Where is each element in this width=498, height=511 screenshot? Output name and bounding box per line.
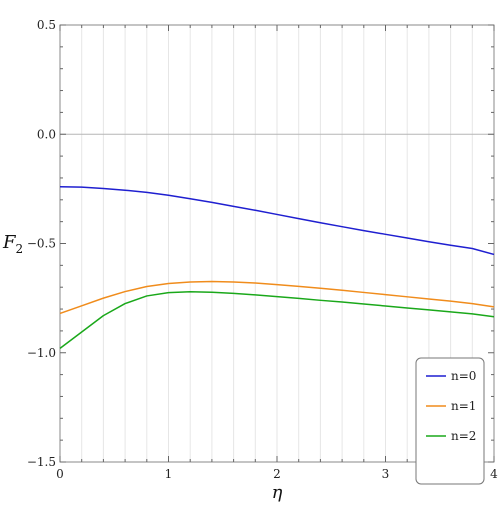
- y-tick-label-3: −1.0: [27, 346, 56, 360]
- series-line-n0: [59, 185, 495, 256]
- axis-ticks: [59, 24, 495, 463]
- series-line-n1: [59, 280, 495, 315]
- x-tick-label-1: 1: [165, 467, 173, 481]
- y-axis-title-main: F: [2, 232, 17, 253]
- legend-label-n2: n=2: [451, 429, 476, 443]
- y-tick-label-1: 0.0: [37, 127, 56, 141]
- series-line-n2: [59, 291, 495, 349]
- x-tick-label-3: 3: [382, 467, 390, 481]
- legend-box: [415, 357, 485, 485]
- y-tick-label-0: 0.5: [37, 18, 56, 32]
- legend-label-n1: n=1: [451, 399, 476, 413]
- y-axis-title-subscript: 2: [16, 242, 24, 256]
- x-tick-label-4: 4: [490, 467, 498, 481]
- y-axis-title: F2: [2, 232, 23, 256]
- x-tick-label-2: 2: [273, 467, 281, 481]
- y-tick-label-4: −1.5: [27, 455, 56, 469]
- x-axis-title: η: [272, 482, 283, 503]
- y-tick-labels: 0.5 0.0 −0.5 −1.0 −1.5: [27, 18, 56, 469]
- legend-label-n0: n=0: [451, 369, 476, 383]
- y-tick-label-2: −0.5: [27, 237, 56, 251]
- legend: n=0 n=1 n=2: [415, 357, 485, 485]
- x-tick-labels: 0 1 2 3 4: [56, 467, 498, 481]
- series-layer: [59, 185, 495, 349]
- x-tick-label-0: 0: [56, 467, 64, 481]
